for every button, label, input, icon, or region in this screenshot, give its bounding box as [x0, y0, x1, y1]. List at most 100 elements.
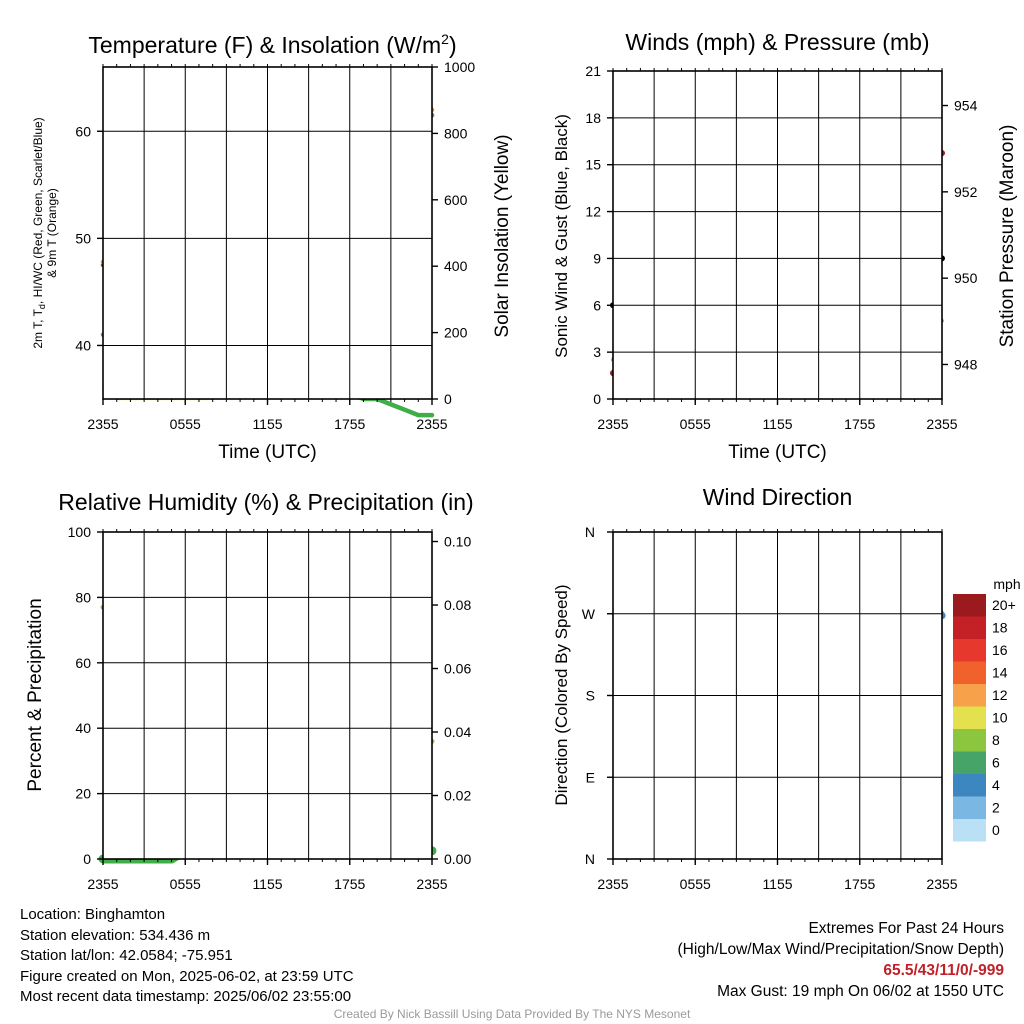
- x-tick-label: 2355: [87, 876, 118, 892]
- y-tick-label: 18: [585, 110, 601, 126]
- y-tick-label: 6: [593, 297, 601, 313]
- x-tick-label: 2355: [416, 876, 447, 892]
- legend-label: 2: [992, 800, 1000, 816]
- legend-label: 20+: [992, 597, 1016, 613]
- legend-swatch: [953, 639, 986, 662]
- max-gust-text: Max Gust: 19 mph On 06/02 at 1550 UTC: [717, 983, 1004, 1000]
- wind-chart-title: Winds (mph) & Pressure (mb): [625, 29, 929, 55]
- direction-y-axis-label: Direction (Colored By Speed): [552, 584, 571, 805]
- y2-tick-label: 600: [444, 192, 468, 208]
- y-tick-label: 100: [68, 524, 92, 540]
- y-tick-label: 20: [75, 786, 91, 802]
- y2-tick-label: 0.02: [444, 788, 471, 804]
- legend-label: 4: [992, 777, 1000, 793]
- y-tick-label: 40: [75, 337, 91, 353]
- legend-swatch: [953, 751, 986, 774]
- wind-y-axis-label: Sonic Wind & Gust (Blue, Black): [552, 114, 571, 358]
- y2-tick-label: 0: [444, 391, 452, 407]
- legend-label: 10: [992, 710, 1008, 726]
- x-tick-label: 0555: [680, 876, 711, 892]
- legend-swatch: [953, 796, 986, 819]
- x-tick-label: 2355: [87, 416, 118, 432]
- y-tick-label: 9: [593, 250, 601, 266]
- y-tick-label: E: [586, 769, 595, 785]
- y2-tick-label: 950: [954, 270, 978, 286]
- x-tick-label: 1755: [844, 416, 875, 432]
- y2-tick-label: 1000: [444, 59, 475, 75]
- y-tick-label: 12: [585, 204, 601, 220]
- temp-y-axis-label-2: & 9m T (Orange): [45, 188, 59, 278]
- y-tick-label: 50: [75, 230, 91, 246]
- extremes-subtitle: (High/Low/Max Wind/Precipitation/Snow De…: [677, 941, 1005, 958]
- y2-tick-label: 0.10: [444, 534, 471, 550]
- legend-swatch: [953, 819, 986, 842]
- x-tick-label: 2355: [597, 876, 628, 892]
- y-tick-label: 60: [75, 655, 91, 671]
- y-tick-label: 3: [593, 344, 601, 360]
- station-info: Location: Binghamton Station elevation: …: [20, 905, 354, 1008]
- location-text: Location: Binghamton: [20, 906, 166, 923]
- y-tick-label: S: [586, 688, 595, 704]
- y2-tick-label: 200: [444, 325, 468, 341]
- y2-tick-label: 0.00: [444, 851, 471, 867]
- x-tick-label: 1755: [844, 876, 875, 892]
- x-tick-label: 1755: [334, 416, 365, 432]
- legend-label: 18: [992, 620, 1008, 636]
- temp-x-axis-label: Time (UTC): [218, 442, 317, 463]
- temp-y2-axis-label: Solar Insolation (Yellow): [492, 134, 513, 337]
- x-tick-label: 0555: [170, 876, 201, 892]
- credit-text: Created By Nick Bassill Using Data Provi…: [333, 1007, 691, 1021]
- direction-chart-title: Wind Direction: [703, 484, 853, 510]
- legend-label: 0: [992, 822, 1000, 838]
- y-tick-label: 15: [585, 157, 601, 173]
- elevation-text: Station elevation: 534.436 m: [20, 926, 211, 944]
- y2-tick-label: 954: [954, 98, 978, 114]
- x-tick-label: 2355: [416, 416, 447, 432]
- y-tick-label: N: [585, 851, 595, 867]
- legend-swatch: [953, 684, 986, 707]
- extremes-panel: Extremes For Past 24 Hours (High/Low/Max…: [678, 918, 1005, 1002]
- y2-tick-label: 948: [954, 356, 978, 372]
- legend-label: 14: [992, 665, 1008, 681]
- extremes-values: 65.5/43/11/0/-999: [883, 962, 1004, 979]
- x-tick-label: 1755: [334, 876, 365, 892]
- legend-label: 6: [992, 755, 1000, 771]
- y-tick-label: 60: [75, 123, 91, 139]
- y2-tick-label: 0.04: [444, 724, 471, 740]
- x-tick-label: 0555: [680, 416, 711, 432]
- x-tick-label: 1155: [252, 416, 282, 432]
- legend-swatch: [953, 774, 986, 797]
- wind-y2-axis-label: Station Pressure (Maroon): [997, 125, 1018, 348]
- x-tick-label: 2355: [597, 416, 628, 432]
- x-tick-label: 2355: [926, 876, 957, 892]
- legend-swatch: [953, 706, 986, 729]
- x-tick-label: 2355: [926, 416, 957, 432]
- x-tick-label: 1155: [762, 416, 792, 432]
- legend-title: mph: [993, 576, 1020, 592]
- x-tick-label: 1155: [762, 876, 792, 892]
- y2-tick-label: 0.08: [444, 597, 471, 613]
- y2-tick-label: 800: [444, 125, 468, 141]
- latlon-text: Station lat/lon: 42.0584; -75.951: [20, 947, 233, 964]
- created-text: Figure created on Mon, 2025-06-02, at 23…: [20, 967, 354, 985]
- x-tick-label: 0555: [170, 416, 201, 432]
- y-tick-label: 0: [83, 851, 91, 867]
- legend-label: 16: [992, 642, 1008, 658]
- legend-label: 12: [992, 687, 1008, 703]
- legend-swatch: [953, 594, 986, 617]
- wind-x-axis-label: Time (UTC): [728, 442, 827, 463]
- y-tick-label: 0: [593, 391, 601, 407]
- recent-text: Most recent data timestamp: 2025/06/02 2…: [20, 988, 352, 1005]
- y2-tick-label: 952: [954, 184, 978, 200]
- rh-y-axis-label: Percent & Precipitation: [25, 598, 46, 791]
- y-tick-label: 80: [75, 589, 91, 605]
- y-tick-label: 40: [75, 720, 91, 736]
- rh-chart-title: Relative Humidity (%) & Precipitation (i…: [58, 489, 473, 515]
- extremes-title: Extremes For Past 24 Hours: [808, 920, 1004, 937]
- legend-swatch: [953, 616, 986, 639]
- temp-y-axis-label: 2m T, Td, HI/WC (Red, Green, Scarlet/Blu…: [31, 117, 47, 348]
- y-tick-label: 21: [585, 63, 601, 79]
- temp-chart-title: Temperature (F) & Insolation (W/m2): [88, 31, 456, 58]
- legend-swatch: [953, 729, 986, 752]
